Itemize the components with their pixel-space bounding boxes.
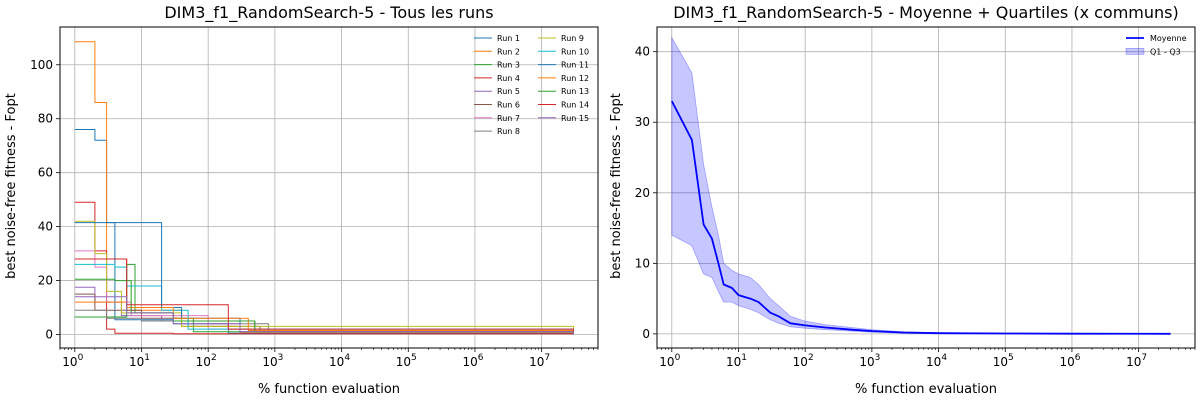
c1-y-tick-label: 10 <box>635 256 650 270</box>
right-chart-ylabel: best noise-free fitness - Fopt <box>609 93 624 279</box>
c1-x-tick-label: 103 <box>859 353 880 369</box>
c0-plot-area <box>74 41 574 335</box>
c1-x-tick-label: 102 <box>793 353 814 369</box>
right-chart-title: DIM3_f1_RandomSearch-5 - Moyenne + Quart… <box>673 3 1179 23</box>
c0-series-line <box>74 296 574 335</box>
c1-x-tick-label: 107 <box>1126 353 1147 369</box>
c1-legend: Moyenne Q1 - Q3 <box>1125 34 1187 56</box>
c1-x-tick-label: 105 <box>993 353 1014 369</box>
c0-x-tick-label: 100 <box>62 353 83 369</box>
c1-x-tick-exponent: 3 <box>875 353 881 363</box>
c0-legend-label: Run 1 <box>497 34 520 43</box>
c0-x-tick-exponent: 7 <box>544 353 550 363</box>
right-chart-xlabel: % function evaluation <box>855 382 997 397</box>
c1-x-tick-exponent: 2 <box>808 353 814 363</box>
c0-legend-label: Run 11 <box>561 61 589 70</box>
c1-x-tick-exponent: 5 <box>1008 353 1014 363</box>
c0-series-line <box>74 129 574 335</box>
c0-x-tick-label: 103 <box>262 353 283 369</box>
right-chart-panel: DIM3_f1_RandomSearch-5 - Moyenne + Quart… <box>609 3 1196 397</box>
c1-x-tick-label: 106 <box>1059 353 1080 369</box>
c1-legend-swatch <box>1125 47 1145 55</box>
left-chart-xlabel: % function evaluation <box>258 382 400 397</box>
left-chart-panel: DIM3_f1_RandomSearch-5 - Tous les runs %… <box>4 3 599 397</box>
c0-x-tick-label: 102 <box>196 353 217 369</box>
c0-series-line <box>74 263 574 335</box>
c0-legend-label: Run 9 <box>561 34 584 43</box>
c1-x-tick-exponent: 4 <box>941 353 947 363</box>
c1-y-tick-label: 0 <box>642 327 650 341</box>
c1-x-tick-label: 100 <box>659 353 680 369</box>
c0-legend-label: Run 6 <box>497 101 520 110</box>
c1-series-line <box>671 100 1171 335</box>
c1-y-tick-label: 20 <box>635 186 650 200</box>
c0-series-line <box>74 41 574 335</box>
c1-x-tick-exponent: 6 <box>1075 353 1081 363</box>
c0-x-tick-exponent: 6 <box>478 353 484 363</box>
c0-x-tick-label: 105 <box>396 353 417 369</box>
c0-series-line <box>74 222 574 335</box>
c1-plot-area <box>671 36 1171 335</box>
c0-series-line <box>74 258 574 335</box>
c1-legend-label: Moyenne <box>1150 34 1187 43</box>
c0-y-tick-label: 0 <box>45 328 53 342</box>
c0-series-line <box>74 250 574 335</box>
c0-legend-label: Run 5 <box>497 87 520 96</box>
c0-y-tick-label: 100 <box>30 58 53 72</box>
c0-series-line <box>74 220 574 335</box>
c0-x-tick-exponent: 4 <box>344 353 350 363</box>
c1-x-tick-exponent: 1 <box>741 353 747 363</box>
c0-x-tick-label: 106 <box>462 353 483 369</box>
c0-x-tick-exponent: 1 <box>144 353 150 363</box>
c0-legend-label: Run 13 <box>561 87 589 96</box>
c1-legend-label: Q1 - Q3 <box>1150 47 1181 56</box>
c0-x-tick-exponent: 0 <box>78 353 84 363</box>
c0-y-tick-label: 80 <box>38 112 53 126</box>
c0-series-line <box>74 263 574 335</box>
c1-y-tick-label: 30 <box>635 115 650 129</box>
c1-axes-frame <box>656 26 1196 349</box>
c1-series-band <box>671 36 1171 335</box>
c0-x-tick-exponent: 2 <box>211 353 217 363</box>
c0-legend-label: Run 10 <box>561 47 589 56</box>
c0-legend-label: Run 12 <box>561 74 589 83</box>
c0-x-tick-exponent: 3 <box>278 353 284 363</box>
c1-x-tick-label: 104 <box>926 353 947 369</box>
c0-legend-label: Run 3 <box>497 61 520 70</box>
c0-series-line <box>74 286 574 335</box>
c1-y-tick-label: 40 <box>635 45 650 59</box>
c0-y-tick-label: 60 <box>38 166 53 180</box>
c0-x-tick-label: 101 <box>129 353 150 369</box>
c0-grid <box>60 27 598 348</box>
c0-legend-label: Run 15 <box>561 114 589 123</box>
c0-axes-frame <box>59 26 599 349</box>
c0-x-tick-label: 107 <box>529 353 550 369</box>
c0-legend-label: Run 2 <box>497 47 520 56</box>
c0-y-tick-label: 40 <box>38 220 53 234</box>
c0-y-tick-label: 20 <box>38 274 53 288</box>
c0-series-line <box>74 293 574 335</box>
c0-legend-label: Run 4 <box>497 74 520 83</box>
c0-x-tick-label: 104 <box>329 353 350 369</box>
c1-x-tick-exponent: 0 <box>675 353 681 363</box>
c1-x-tick-exponent: 7 <box>1141 353 1147 363</box>
c0-x-tick-exponent: 5 <box>411 353 417 363</box>
left-chart-ylabel: best noise-free fitness - Fopt <box>4 93 19 279</box>
c0-series-line <box>74 201 574 335</box>
c0-legend-label: Run 7 <box>497 114 520 123</box>
c0-legend-label: Run 14 <box>561 101 589 110</box>
left-chart-title: DIM3_f1_RandomSearch-5 - Tous les runs <box>164 3 493 23</box>
c0-legend-label: Run 8 <box>497 127 520 136</box>
c1-x-tick-label: 101 <box>726 353 747 369</box>
c0-legend: Run 1 Run 2 Run 3 Run 4 Run 5 Run 6 Run 7 Run 8… <box>474 34 589 136</box>
